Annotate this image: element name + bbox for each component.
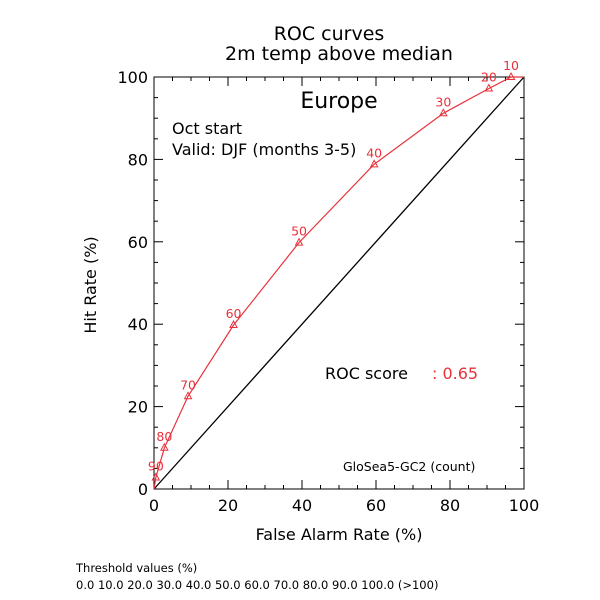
roc-score-label: ROC score	[325, 364, 408, 383]
x-tick-label: 20	[218, 496, 238, 515]
chart-subtitle: 2m temp above median	[225, 43, 453, 65]
roc-point	[151, 472, 161, 481]
threshold-label: 70	[180, 377, 196, 392]
threshold-label: 10	[503, 58, 519, 73]
y-tick-label: 40	[128, 315, 148, 334]
y-tick-label: 80	[128, 150, 148, 169]
threshold-label: 20	[481, 70, 497, 85]
y-tick-label: 0	[138, 480, 148, 499]
roc-point	[439, 108, 448, 117]
roc-point	[229, 319, 238, 329]
roc-point	[160, 442, 169, 451]
y-tick-label: 100	[117, 68, 148, 87]
x-tick-label: 80	[440, 496, 460, 515]
roc-point	[484, 83, 494, 92]
roc-point	[369, 159, 379, 168]
threshold-legend: Threshold values (%) 0.0 10.0 20.0 30.0 …	[76, 560, 438, 594]
x-tick-label: 100	[509, 496, 540, 515]
threshold-label: 90	[148, 458, 164, 473]
threshold-label: 60	[226, 306, 242, 321]
threshold-label: 50	[291, 224, 307, 239]
roc-point	[183, 391, 193, 400]
x-tick-label: 40	[292, 496, 312, 515]
threshold-label: 40	[366, 145, 382, 160]
model-label: GloSea5-GC2 (count)	[343, 459, 475, 474]
threshold-values: 0.0 10.0 20.0 30.0 40.0 50.0 60.0 70.0 8…	[76, 578, 439, 592]
threshold-title: Threshold values (%)	[76, 561, 198, 575]
roc-curve	[153, 76, 524, 490]
x-tick-label: 60	[366, 496, 386, 515]
roc-score-value: : 0.65	[432, 364, 478, 383]
x-tick-label: 0	[149, 496, 159, 515]
no-skill-diagonal	[153, 76, 525, 490]
valid-label: Valid: DJF (months 3-5)	[172, 140, 356, 159]
y-tick-label: 20	[128, 398, 148, 417]
threshold-label: 30	[435, 94, 451, 109]
x-axis-label: False Alarm Rate (%)	[256, 525, 423, 544]
chart-title: ROC curves	[274, 23, 385, 45]
roc-point	[506, 71, 516, 80]
y-axis-label: Hit Rate (%)	[81, 236, 100, 333]
region-label: Europe	[300, 89, 377, 114]
y-tick-label: 60	[128, 233, 148, 252]
roc-point	[294, 237, 304, 246]
plot-area: 0 20 40 60 80 100 0 20 40 60 80 100 90 80 70 60 50 40 30 20…	[117, 58, 539, 515]
threshold-label: 80	[156, 429, 172, 444]
start-label: Oct start	[172, 119, 242, 138]
